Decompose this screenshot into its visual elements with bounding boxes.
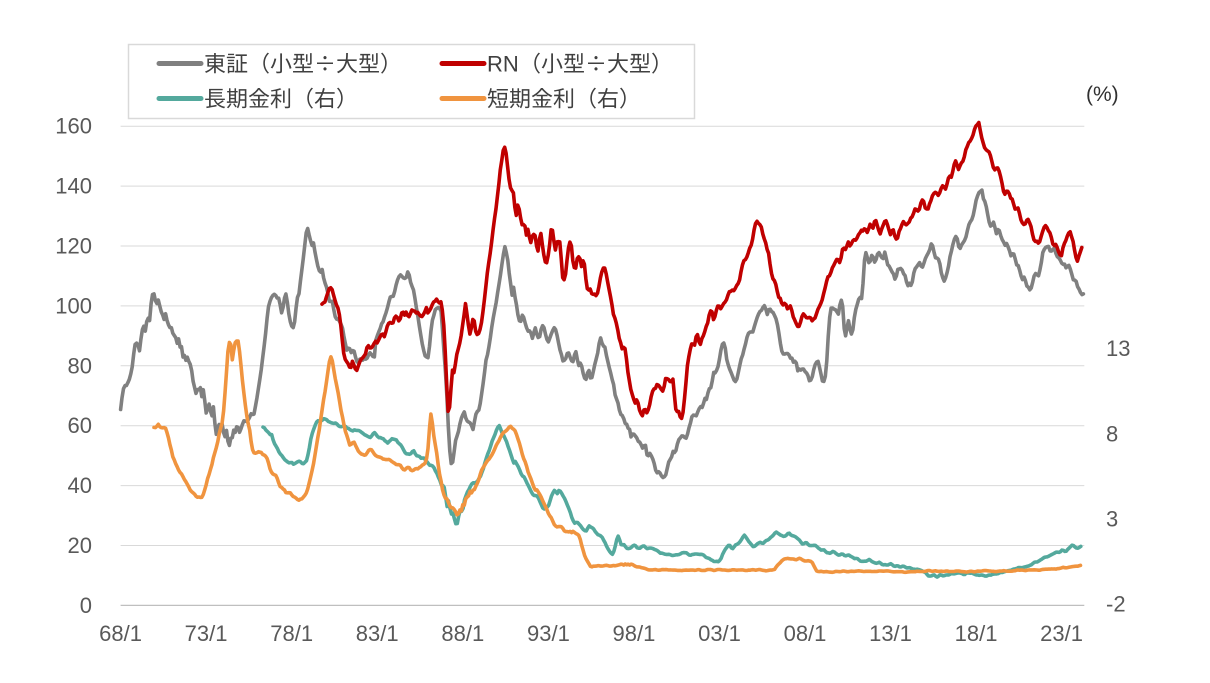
svg-text:-2: -2 xyxy=(1106,592,1126,617)
svg-text:140: 140 xyxy=(55,174,92,199)
svg-text:80: 80 xyxy=(68,353,92,378)
svg-text:(%): (%) xyxy=(1086,83,1119,106)
svg-text:98/1: 98/1 xyxy=(612,621,655,646)
svg-text:13/1: 13/1 xyxy=(869,621,912,646)
svg-text:RN: RN xyxy=(487,52,519,77)
svg-text:40: 40 xyxy=(68,473,92,498)
svg-text:60: 60 xyxy=(68,413,92,438)
svg-text:88/1: 88/1 xyxy=(441,621,484,646)
svg-text:120: 120 xyxy=(55,234,92,259)
svg-text:08/1: 08/1 xyxy=(784,621,827,646)
svg-text:78/1: 78/1 xyxy=(270,621,313,646)
svg-text:160: 160 xyxy=(55,114,92,139)
svg-text:20: 20 xyxy=(68,533,92,558)
svg-text:23/1: 23/1 xyxy=(1040,621,1083,646)
svg-text:73/1: 73/1 xyxy=(185,621,228,646)
svg-text:93/1: 93/1 xyxy=(527,621,570,646)
svg-text:3: 3 xyxy=(1106,506,1118,531)
svg-text:13: 13 xyxy=(1106,336,1130,361)
svg-text:0: 0 xyxy=(80,593,92,618)
svg-text:68/1: 68/1 xyxy=(99,621,142,646)
svg-text:8: 8 xyxy=(1106,421,1118,446)
svg-text:03/1: 03/1 xyxy=(698,621,741,646)
svg-text:83/1: 83/1 xyxy=(356,621,399,646)
svg-text:100: 100 xyxy=(55,293,92,318)
svg-text:18/1: 18/1 xyxy=(955,621,998,646)
